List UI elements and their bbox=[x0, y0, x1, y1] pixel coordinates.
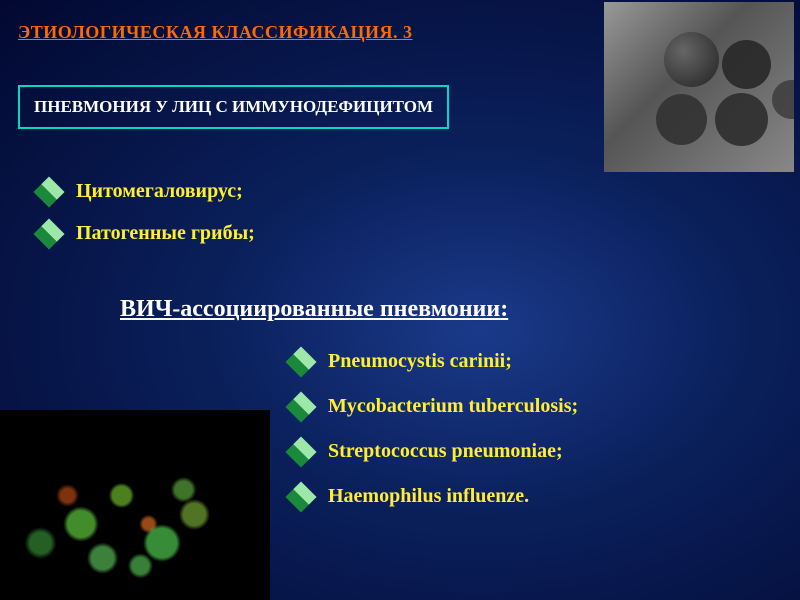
list-item: Pneumocystis carinii; bbox=[290, 350, 512, 373]
list-item: Цитомегаловирус; bbox=[38, 180, 243, 203]
bullet-text: Pneumocystis carinii; bbox=[328, 350, 512, 373]
list-item: Патогенные грибы; bbox=[38, 222, 255, 245]
boxed-heading: ПНЕВМОНИЯ У ЛИЦ С ИММУНОДЕФИЦИТОМ bbox=[18, 85, 449, 129]
microscopy-image-bottom bbox=[0, 410, 270, 600]
diamond-bullet-icon bbox=[290, 351, 312, 373]
bullet-text: Haemophilus influenze. bbox=[328, 485, 529, 508]
diamond-bullet-icon bbox=[290, 396, 312, 418]
subtitle-rest: ссоциированные пневмонии: bbox=[192, 296, 508, 322]
subtitle: ВИЧ-ассоциированные пневмонии: bbox=[120, 296, 508, 323]
bullet-text: Mycobacterium tuberculosis; bbox=[328, 395, 578, 418]
list-item: Haemophilus influenze. bbox=[290, 485, 529, 508]
diamond-bullet-icon bbox=[38, 181, 60, 203]
microscopy-image-top bbox=[604, 2, 794, 172]
diamond-bullet-icon bbox=[38, 223, 60, 245]
boxed-text: ПНЕВМОНИЯ У ЛИЦ С ИММУНОДЕФИЦИТОМ bbox=[34, 97, 433, 116]
diamond-bullet-icon bbox=[290, 441, 312, 463]
list-item: Mycobacterium tuberculosis; bbox=[290, 395, 578, 418]
diamond-bullet-icon bbox=[290, 486, 312, 508]
bullet-text: Цитомегаловирус; bbox=[76, 180, 243, 203]
title-text: ЭТИОЛОГИЧЕСКАЯ КЛАССИФИКАЦИЯ. 3 bbox=[18, 22, 413, 42]
list-item: Streptococcus pneumoniae; bbox=[290, 440, 563, 463]
bullet-text: Патогенные грибы; bbox=[76, 222, 255, 245]
bullet-text: Streptococcus pneumoniae; bbox=[328, 440, 563, 463]
slide-title: ЭТИОЛОГИЧЕСКАЯ КЛАССИФИКАЦИЯ. 3 bbox=[18, 22, 413, 43]
subtitle-prefix: ВИЧ-а bbox=[120, 296, 192, 322]
